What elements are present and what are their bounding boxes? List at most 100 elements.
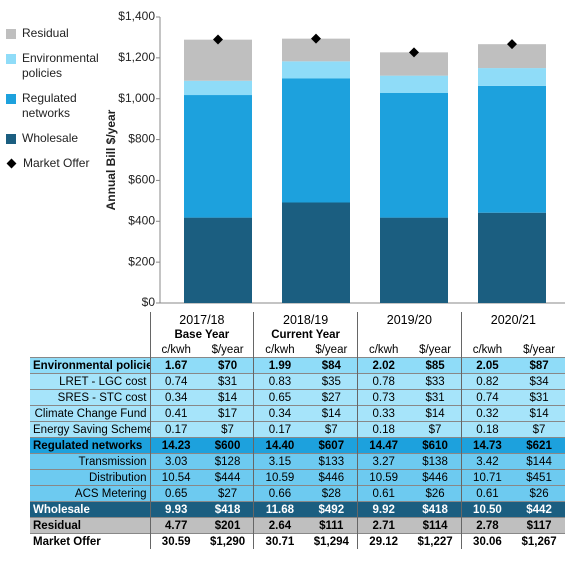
bar-segment — [184, 80, 252, 96]
table-cell: $144 — [513, 453, 565, 470]
table-cell: $446 — [409, 469, 462, 486]
table-cell — [30, 312, 150, 327]
table-cell: $/year — [523, 343, 556, 356]
table-cell: 3.03 — [149, 453, 202, 470]
table-cell: $14 — [201, 389, 254, 406]
table-cell: 2.64 — [253, 517, 306, 534]
table-cell: $87 — [513, 357, 565, 374]
table-cell: 1.99 — [253, 357, 306, 374]
bar-segment — [380, 75, 448, 93]
bar-segment — [282, 61, 350, 79]
table-cell: c/kwh — [253, 342, 306, 358]
table-cell: 0.74 — [460, 389, 514, 406]
table-cell: $35 — [305, 373, 358, 390]
table-cell: 2018/19 — [253, 312, 358, 327]
table-cell: Market Offer — [30, 533, 150, 549]
table-cell: $1,227 — [409, 533, 462, 549]
table-cell: $7 — [513, 421, 565, 438]
table-cell: $14 — [305, 405, 358, 422]
bar-segment — [380, 92, 448, 218]
table-cell: 0.41 — [149, 405, 202, 422]
table-cell: c/kwh — [149, 342, 202, 358]
table-cell: 0.65 — [253, 389, 306, 406]
table-cell: 0.61 — [357, 485, 410, 502]
table-row: Wholesale 9.93 $418 11.68 $492 9.92 $418 10.50 $… — [30, 501, 565, 518]
table-cell: $85 — [409, 357, 462, 374]
table-cell: $/year — [419, 343, 452, 356]
table-row: c/kwh $/year c/kwh $/year c/kwh $/year c/kwh $/… — [30, 342, 565, 358]
table-cell: 0.74 — [149, 373, 202, 390]
table-cell: Base Year — [149, 327, 254, 342]
table-cell: 10.59 — [253, 469, 306, 486]
y-tick-label: $1,400 — [118, 9, 155, 23]
table-cell: 14.47 — [357, 437, 410, 454]
legend-label: Market Offer — [23, 156, 90, 170]
table-cell: Transmission — [30, 453, 150, 470]
table-cell: Current Year — [253, 327, 358, 342]
y-tick-label: $200 — [128, 254, 155, 268]
table-cell: 1.67 — [149, 357, 202, 374]
table-cell: 30.71 — [253, 533, 306, 549]
table-row: SRES - STC cost 0.34 $14 0.65 $27 0.73 $31 0.74… — [30, 389, 565, 406]
y-tick-label: $1,000 — [118, 91, 155, 105]
table-cell — [460, 327, 565, 342]
legend-item: Regulated networks — [6, 91, 106, 121]
table-cell: 0.18 — [460, 421, 514, 438]
chart: Annual Bill $/year $0 $200 $400 $600 $800 $1,… — [104, 9, 565, 309]
table-cell: $27 — [305, 389, 358, 406]
table-cell: $621 — [513, 437, 565, 454]
legend-item: Market Offer — [6, 156, 106, 171]
table-cell: Wholesale — [30, 501, 150, 518]
table-cell: $444 — [201, 469, 254, 486]
table-row: Climate Change Fund 0.41 $17 0.34 $14 0.33 $14… — [30, 405, 565, 422]
table-cell: $1,267 — [513, 533, 565, 549]
table-row: Energy Saving Scheme 0.17 $7 0.17 $7 0.18 $7 0.… — [30, 421, 565, 438]
legend-swatch — [6, 158, 17, 169]
table-cell: $7 — [201, 421, 254, 438]
table-row: Regulated networks 14.23 $600 14.40 $607 14.4… — [30, 437, 565, 454]
table-row: Residual 4.77 $201 2.64 $111 2.71 $114 2.78 $117 — [30, 517, 565, 534]
table-row: LRET - LGC cost 0.74 $31 0.83 $35 0.78 $33 0.82… — [30, 373, 565, 390]
table-cell — [357, 327, 462, 342]
table-cell: Residual — [30, 517, 150, 534]
bar-segment — [478, 68, 546, 86]
y-tick-label: $400 — [128, 213, 155, 227]
table-cell: $128 — [201, 453, 254, 470]
y-tick-label: $1,200 — [118, 50, 155, 64]
table-cell: 29.12 — [357, 533, 410, 549]
table-cell: $14 — [409, 405, 462, 422]
table-cell: 0.73 — [357, 389, 410, 406]
table-cell: $7 — [305, 421, 358, 438]
table-cell: Environmental policies — [30, 357, 150, 374]
table-cell: $/year — [315, 343, 348, 356]
bar-segment — [380, 217, 448, 303]
table-cell: $138 — [409, 453, 462, 470]
table-cell: 10.59 — [357, 469, 410, 486]
table-cell: $31 — [513, 389, 565, 406]
table-cell: 3.27 — [357, 453, 410, 470]
table-cell: $27 — [201, 485, 254, 502]
legend-swatch — [6, 54, 16, 64]
legend-swatch — [6, 29, 16, 39]
legend-swatch — [6, 94, 16, 104]
y-axis-label: Annual Bill $/year — [104, 109, 118, 210]
bar-segment — [184, 217, 252, 303]
table-cell: 10.71 — [460, 469, 514, 486]
table-cell: $117 — [513, 517, 565, 534]
table-row: Distribution 10.54 $444 10.59 $446 10.59 $446 1… — [30, 469, 565, 486]
table-cell: 0.78 — [357, 373, 410, 390]
table-cell: $451 — [513, 469, 565, 486]
table-cell: $133 — [305, 453, 358, 470]
legend-label: Wholesale — [22, 131, 79, 145]
table-cell: LRET - LGC cost — [30, 373, 150, 390]
table-row: 2017/18 2018/19 2019/20 2020/21 — [30, 312, 565, 327]
table-cell: 3.15 — [253, 453, 306, 470]
y-tick-label: $600 — [128, 173, 155, 187]
table-cell: SRES - STC cost — [30, 389, 150, 406]
table-cell: c/kwh — [460, 342, 514, 358]
y-tick-label: $0 — [142, 295, 156, 309]
table-cell: $201 — [201, 517, 254, 534]
table-cell: 10.54 — [149, 469, 202, 486]
table-cell: 0.34 — [149, 389, 202, 406]
legend-label: Residual — [22, 26, 69, 40]
